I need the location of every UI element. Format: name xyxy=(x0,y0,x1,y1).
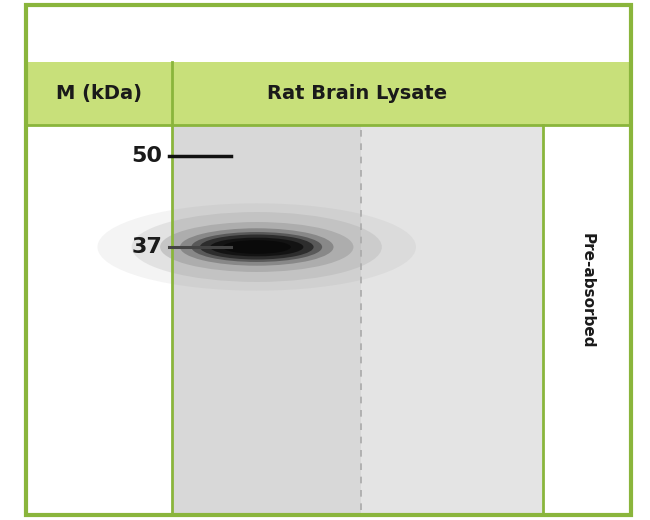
Text: M (kDa): M (kDa) xyxy=(56,84,142,103)
Ellipse shape xyxy=(98,203,416,291)
Ellipse shape xyxy=(210,238,304,256)
Ellipse shape xyxy=(180,228,333,266)
Text: 50: 50 xyxy=(131,146,162,166)
Ellipse shape xyxy=(131,212,382,282)
Text: 37: 37 xyxy=(131,237,162,257)
Text: Pre-absorbed: Pre-absorbed xyxy=(579,233,594,349)
Bar xyxy=(26,62,630,125)
Ellipse shape xyxy=(200,235,313,259)
Ellipse shape xyxy=(191,232,322,262)
Bar xyxy=(172,125,361,515)
Text: Rat Brain Lysate: Rat Brain Lysate xyxy=(267,84,448,103)
Ellipse shape xyxy=(222,240,291,254)
Bar xyxy=(361,125,543,515)
Ellipse shape xyxy=(160,222,354,272)
